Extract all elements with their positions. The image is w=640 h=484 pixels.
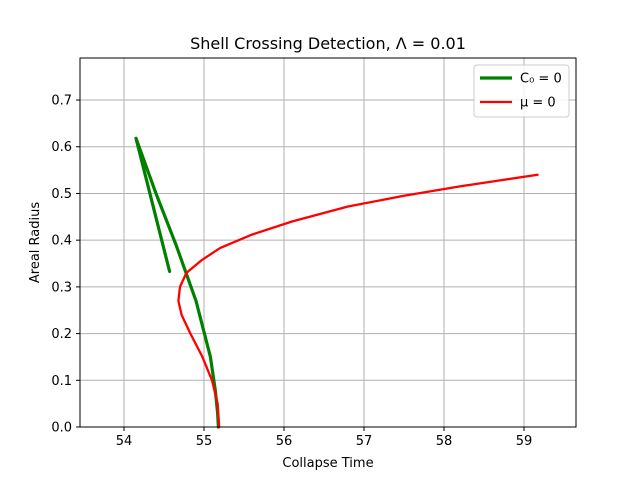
y-axis-label: Areal Radius xyxy=(28,202,43,283)
x-tick-label: 55 xyxy=(196,434,213,449)
ticks: 54 55 56 57 58 59 0.0 0.1 0.2 0.3 0.4 0.5 0.6 0.7 xyxy=(51,94,532,449)
x-tick-label: 56 xyxy=(276,434,293,449)
y-tick-label: 0.7 xyxy=(51,94,72,109)
x-tick-label: 57 xyxy=(356,434,373,449)
y-tick-label: 0.6 xyxy=(51,140,72,155)
x-tick-label: 54 xyxy=(116,434,133,449)
chart-title: Shell Crossing Detection, Λ = 0.01 xyxy=(190,34,466,53)
plot-frame xyxy=(79,57,577,428)
series-line-1 xyxy=(134,136,220,429)
x-tick-label: 59 xyxy=(516,434,533,449)
series-line-2 xyxy=(177,173,539,429)
series-layer xyxy=(134,136,539,429)
y-tick-label: 0.3 xyxy=(51,280,72,295)
legend-label-2: μ = 0 xyxy=(520,96,556,111)
x-tick-label: 58 xyxy=(436,434,453,449)
x-axis-label: Collapse Time xyxy=(282,456,373,471)
y-tick-label: 0.5 xyxy=(51,187,72,202)
y-tick-label: 0.4 xyxy=(51,234,72,249)
legend-label-1: C₀ = 0 xyxy=(520,72,562,87)
y-tick-label: 0.0 xyxy=(51,421,72,436)
y-tick-label: 0.1 xyxy=(51,374,72,389)
legend: C₀ = 0 μ = 0 xyxy=(473,64,570,118)
y-tick-label: 0.2 xyxy=(51,327,72,342)
